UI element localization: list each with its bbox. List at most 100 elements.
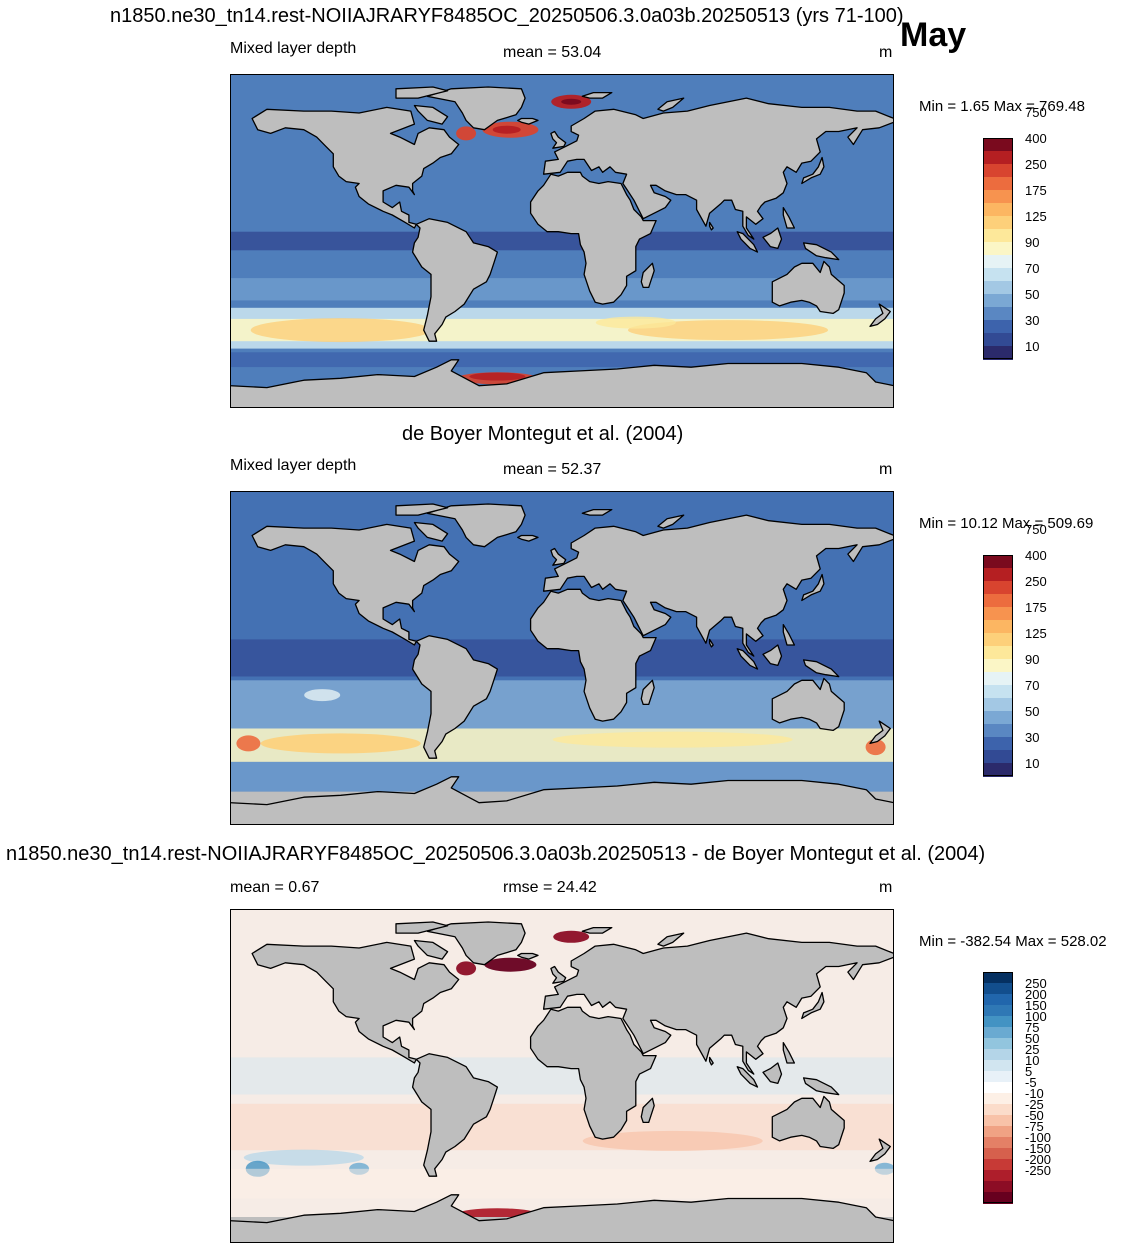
colorbar-swatch xyxy=(983,1159,1013,1171)
colorbar-swatch xyxy=(983,633,1013,647)
land-uk xyxy=(550,547,567,566)
land-antarctica xyxy=(231,776,893,824)
land-greenland xyxy=(426,921,526,966)
colorbar-swatch xyxy=(983,164,1013,178)
colorbar-swatch xyxy=(983,1027,1013,1039)
land-eurasia xyxy=(542,932,893,1075)
colorbar-swatch xyxy=(983,594,1013,608)
colorbar-tick-label: 50 xyxy=(1025,287,1040,302)
colorbar-tick-label: 25 xyxy=(1025,1042,1040,1057)
land-antarctica xyxy=(231,1194,893,1242)
land-svalbard xyxy=(581,508,613,516)
colorbar-swatch xyxy=(983,685,1013,699)
panel3-title: n1850.ne30_tn14.rest-NOIIAJRARYF8485OC_2… xyxy=(6,843,986,865)
land-africa xyxy=(529,588,657,722)
colorbar-tick-label: 10 xyxy=(1025,339,1040,354)
land-australia xyxy=(771,677,845,732)
colorbar-swatch xyxy=(983,1060,1013,1072)
colorbar-tick-label: 30 xyxy=(1025,730,1040,745)
panel1-units-label: m xyxy=(879,44,893,61)
map-svg xyxy=(231,75,893,407)
colorbar-swatch xyxy=(983,1093,1013,1105)
land-eurasia xyxy=(542,514,893,657)
colorbar-tick-label: 250 xyxy=(1025,157,1047,172)
land-japan xyxy=(801,991,825,1020)
land-borneo xyxy=(762,227,783,250)
colorbar-tick-label: -100 xyxy=(1025,1130,1052,1145)
land-madagascar xyxy=(640,1097,655,1124)
land-newguinea xyxy=(802,242,840,261)
land-srilanka xyxy=(708,638,714,648)
colorbar-swatch xyxy=(983,281,1013,295)
land-baffin xyxy=(413,521,449,542)
panel2-map xyxy=(230,491,894,825)
colorbar-tick-label: 5 xyxy=(1025,1064,1033,1079)
land-novaya xyxy=(657,514,685,529)
colorbar-swatch xyxy=(983,203,1013,217)
colorbar-swatch xyxy=(983,307,1013,321)
panel3-map xyxy=(230,909,894,1243)
colorbar-swatch xyxy=(983,620,1013,634)
colorbar-tick-label: 400 xyxy=(1025,131,1047,146)
colorbar-tick-label: 10 xyxy=(1025,1053,1040,1068)
colorbar-frame xyxy=(983,555,1013,776)
colorbar-swatch xyxy=(983,1038,1013,1050)
panel2-mean-label: mean = 52.37 xyxy=(503,461,602,478)
land-nz xyxy=(869,303,891,328)
land-newguinea xyxy=(802,1077,840,1096)
colorbar-swatch xyxy=(983,972,1013,984)
colorbar-swatch xyxy=(983,646,1013,660)
colorbar-tick-label: 125 xyxy=(1025,209,1047,224)
colorbar-swatch xyxy=(983,268,1013,282)
land-baffin xyxy=(413,939,449,960)
colorbar-tick-label: -25 xyxy=(1025,1097,1044,1112)
colorbar-swatch xyxy=(983,568,1013,582)
colorbar-tick-label: -250 xyxy=(1025,1163,1052,1178)
colorbar-tick-label: 125 xyxy=(1025,626,1047,641)
colorbar-tick-label: 90 xyxy=(1025,235,1040,250)
colorbar-swatch xyxy=(983,255,1013,269)
colorbar-tick-label: 400 xyxy=(1025,548,1047,563)
land-japan xyxy=(801,573,825,602)
land-samerica xyxy=(411,635,499,759)
colorbar-tick-label: -75 xyxy=(1025,1119,1044,1134)
colorbar-swatch xyxy=(983,1115,1013,1127)
colorbar-swatch xyxy=(983,750,1013,764)
land-iceland xyxy=(517,117,539,125)
panel1-variable-label: Mixed layer depth xyxy=(230,40,357,57)
colorbar-tick-label: -5 xyxy=(1025,1075,1037,1090)
colorbar-tick-label: -150 xyxy=(1025,1141,1052,1156)
colorbar-tick-label: -50 xyxy=(1025,1108,1044,1123)
land-eurasia xyxy=(542,97,893,240)
colorbar-swatch xyxy=(983,1016,1013,1028)
colorbar-swatch xyxy=(983,190,1013,204)
colorbar-swatch xyxy=(983,294,1013,308)
land-australia xyxy=(771,1095,845,1150)
colorbar-frame xyxy=(983,138,1013,359)
colorbar-swatch xyxy=(983,1126,1013,1138)
panel1-map xyxy=(230,74,894,408)
land-newguinea xyxy=(802,659,840,678)
colorbar-swatch xyxy=(983,1170,1013,1182)
land-madagascar xyxy=(640,262,655,289)
map-svg xyxy=(231,492,893,824)
land-novaya xyxy=(657,932,685,947)
colorbar-tick-label: 70 xyxy=(1025,678,1040,693)
colorbar-tick-label: 50 xyxy=(1025,1031,1040,1046)
land-japan xyxy=(801,156,825,185)
colorbar-swatch xyxy=(983,1071,1013,1083)
colorbar-swatch xyxy=(983,724,1013,738)
panel2-minmax-label: Min = 10.12 Max = 509.69 xyxy=(919,515,1094,532)
land-namerica xyxy=(251,106,460,229)
land-namerica xyxy=(251,523,460,646)
colorbar-tick-label: 75 xyxy=(1025,1020,1040,1035)
colorbar-swatch xyxy=(983,138,1013,152)
land-uk xyxy=(550,965,567,984)
land-svalbard xyxy=(581,91,613,99)
colorbar-tick-label: 750 xyxy=(1025,105,1047,120)
colorbar-swatch xyxy=(983,983,1013,995)
colorbar-tick-label: -10 xyxy=(1025,1086,1044,1101)
colorbar-swatch xyxy=(983,607,1013,621)
colorbar-swatch xyxy=(983,216,1013,230)
land-africa xyxy=(529,1006,657,1140)
